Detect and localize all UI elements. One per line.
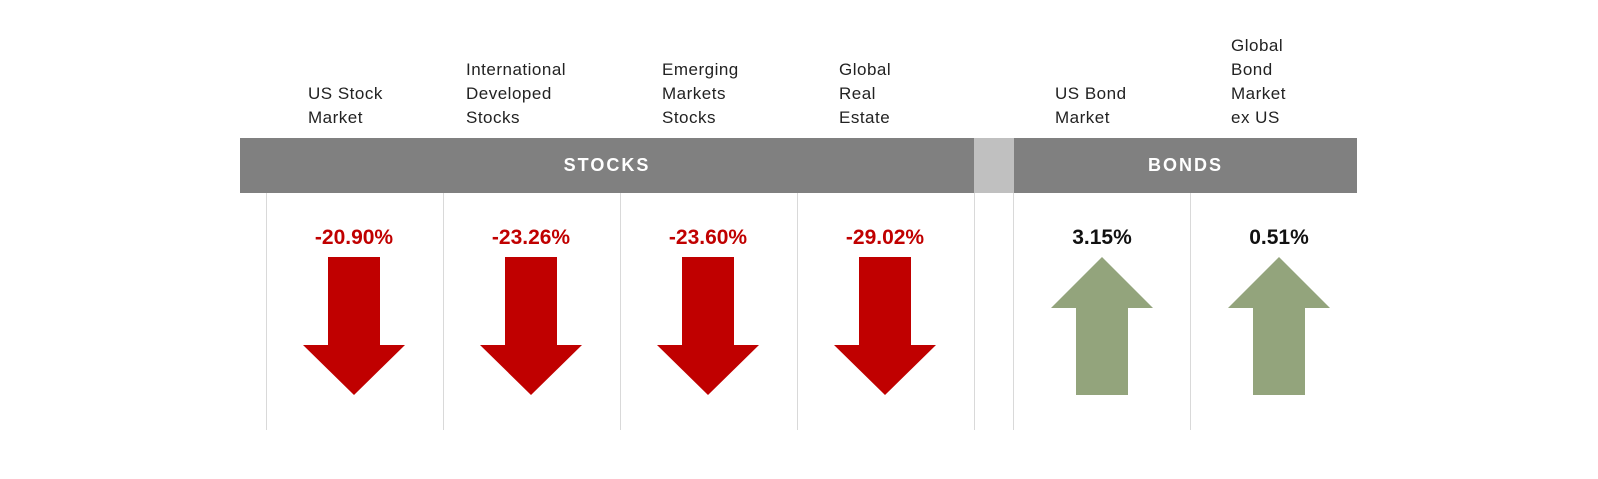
up-arrow-icon [1228,257,1330,395]
column-label-us-stock-market: US Stock Market [308,84,383,127]
down-arrow-icon [480,257,582,395]
column-divider [974,193,975,430]
group-band-bonds: BONDS [1014,138,1357,193]
down-arrow-icon [303,257,405,395]
value-label-global-real-estate: -29.02% [845,226,925,249]
column-divider [620,193,621,430]
column-label-global-bond-market-ex-us: Global Bond Market ex US [1231,36,1286,127]
column-label-international-developed-stocks: International Developed Stocks [466,60,567,127]
column-divider [797,193,798,430]
column-label-us-bond-market: US Bond Market [1055,84,1127,127]
value-label-global-bond-market-ex-us: 0.51% [1249,226,1309,249]
column-divider [266,193,267,430]
column-divider [443,193,444,430]
down-arrow-icon [834,257,936,395]
down-arrow-icon [657,257,759,395]
group-band-separator [974,138,1014,193]
column-divider [1190,193,1191,430]
value-label-us-stock-market: -20.90% [314,226,394,249]
up-arrow-icon [1051,257,1153,395]
column-divider [1013,193,1014,430]
column-label-emerging-markets-stocks: Emerging Markets Stocks [662,60,739,127]
value-label-us-bond-market: 3.15% [1072,226,1132,249]
group-band-stocks: STOCKS [240,138,974,193]
value-label-international-developed-stocks: -23.26% [491,226,571,249]
value-label-emerging-markets-stocks: -23.60% [668,226,748,249]
column-label-global-real-estate: Global Real Estate [839,60,892,127]
